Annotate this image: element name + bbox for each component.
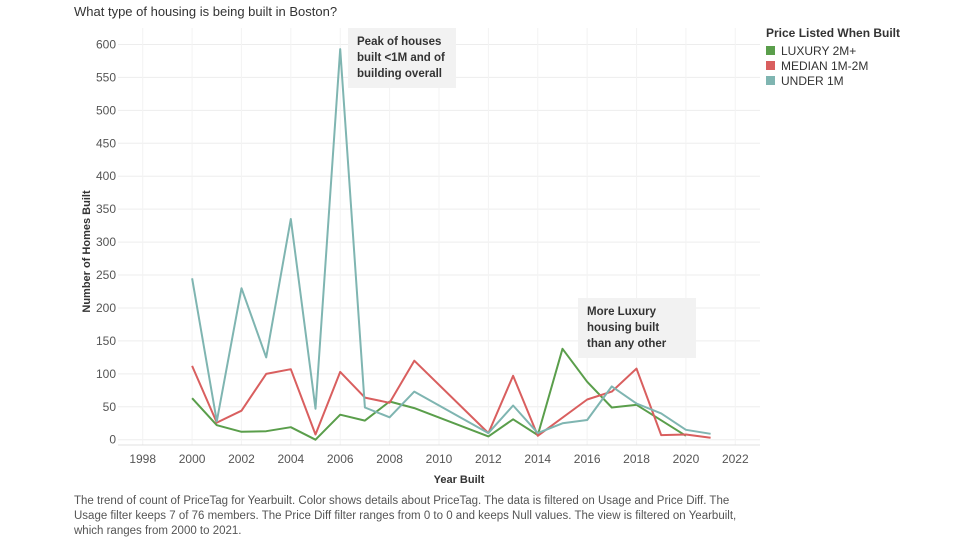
legend-title: Price Listed When Built [766,26,901,40]
x-tick-label: 2002 [228,452,255,466]
legend-swatch [766,76,775,85]
chart-title: What type of housing is being built in B… [74,4,338,19]
y-tick-label: 250 [96,268,116,282]
annotation-peak: Peak of houses built <1M and of building… [348,28,456,88]
legend-item-luxury[interactable]: LUXURY 2M+ [766,43,900,58]
x-tick-label: 2014 [524,452,551,466]
y-axis-ticks: 0 50 100 150 200 250 300 350 400 450 500 550 600 [96,37,116,446]
x-tick-label: 2012 [475,452,502,466]
y-tick-label: 500 [96,103,116,117]
legend-item-median[interactable]: MEDIAN 1M-2M [766,58,900,73]
chart-caption: The trend of count of PriceTag for Yearb… [74,495,737,537]
y-tick-label: 400 [96,169,116,183]
series-lines [191,48,711,441]
x-tick-label: 2006 [327,452,354,466]
x-tick-label: 2022 [722,452,749,466]
y-tick-label: 50 [103,400,117,414]
x-tick-label: 2018 [623,452,650,466]
x-tick-label: 1998 [129,452,156,466]
x-tick-label: 2020 [673,452,700,466]
x-tick-label: 2008 [376,452,403,466]
y-tick-label: 100 [96,367,116,381]
y-tick-label: 450 [96,136,116,150]
legend: Price Listed When Built LUXURY 2M+ MEDIA… [766,26,900,88]
x-axis-title: Year Built [434,474,485,486]
legend-swatch [766,46,775,55]
x-tick-label: 2010 [426,452,453,466]
legend-label: UNDER 1M [781,73,844,88]
y-tick-label: 600 [96,37,116,51]
y-axis-title: Number of Homes Built [81,190,93,313]
legend-swatch [766,61,775,70]
legend-label: LUXURY 2M+ [781,43,857,58]
series-line-1[interactable] [191,359,711,439]
gridlines [118,28,760,446]
y-tick-label: 550 [96,70,116,84]
y-tick-label: 0 [109,433,116,447]
annotation-luxury: More Luxury housing built than any other [578,298,696,358]
legend-item-under[interactable]: UNDER 1M [766,73,900,88]
x-tick-label: 2000 [179,452,206,466]
y-tick-label: 300 [96,235,116,249]
x-tick-label: 2004 [277,452,304,466]
y-tick-label: 200 [96,301,116,315]
series-line-2[interactable] [191,48,711,435]
y-tick-label: 150 [96,334,116,348]
legend-label: MEDIAN 1M-2M [781,58,869,73]
x-tick-label: 2016 [574,452,601,466]
x-axis-ticks: 1998 2000 2002 2004 2006 2008 2010 2012 2014 2016… [129,452,749,466]
y-tick-label: 350 [96,202,116,216]
